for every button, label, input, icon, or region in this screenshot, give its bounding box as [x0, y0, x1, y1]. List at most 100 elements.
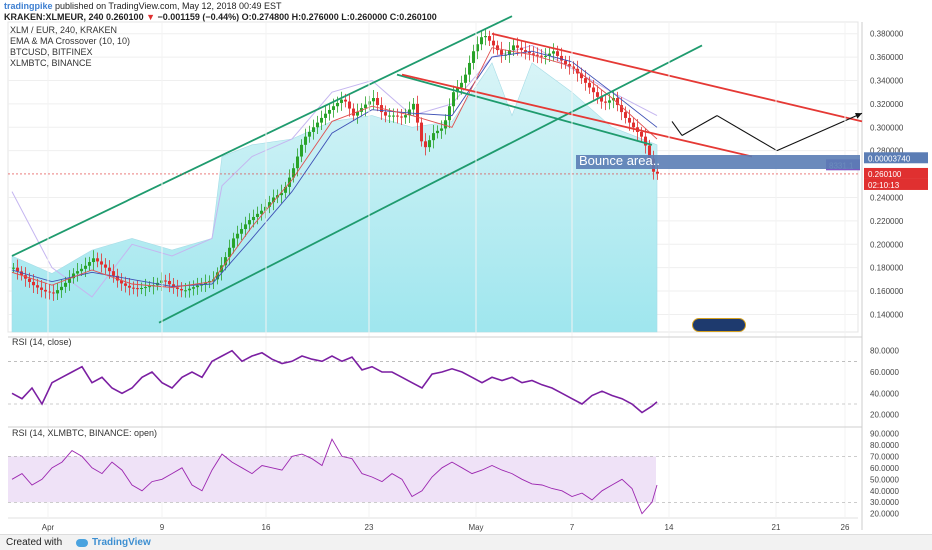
- candle-body: [564, 60, 567, 65]
- candle-body: [596, 92, 599, 97]
- candle-body: [396, 115, 399, 117]
- trendlines: [11, 15, 863, 324]
- candle: [364, 96, 367, 117]
- price-tag-last: 0.260100: [864, 167, 928, 179]
- candle: [624, 106, 627, 124]
- time-tick-label: 9: [160, 523, 165, 532]
- candle-body: [560, 55, 563, 61]
- candle-body: [632, 122, 635, 128]
- candle-body: [292, 168, 295, 178]
- author-name[interactable]: tradingpike: [4, 1, 53, 11]
- tradingview-brand[interactable]: TradingView: [92, 537, 151, 548]
- candle-body: [408, 109, 411, 116]
- candle-body: [12, 267, 15, 269]
- rsi-tick-label: 80.0000: [870, 347, 899, 356]
- candle: [180, 282, 183, 298]
- candle-body: [604, 101, 607, 103]
- candle-body: [144, 287, 147, 289]
- candle-body: [164, 280, 167, 282]
- candle-body: [544, 55, 547, 57]
- candle-body: [640, 131, 643, 137]
- candle: [428, 135, 431, 152]
- xlmbtc-area: [11, 62, 658, 333]
- candle-body: [244, 224, 247, 230]
- candle: [232, 232, 235, 254]
- candle: [292, 163, 295, 183]
- candle: [544, 48, 547, 65]
- candle: [596, 85, 599, 104]
- rsi-tick-label: 30.0000: [870, 498, 899, 507]
- candle-body: [432, 133, 435, 141]
- channel-mid-line: [396, 73, 653, 146]
- candle: [604, 94, 607, 111]
- candle: [48, 284, 51, 300]
- rsi2-title: RSI (14, XLMBTC, BINANCE: open): [12, 428, 158, 438]
- candle-body: [388, 115, 391, 117]
- candle-body: [72, 273, 75, 279]
- candle: [240, 222, 243, 240]
- candle-body: [176, 287, 179, 289]
- candle: [148, 281, 151, 292]
- candle: [456, 80, 459, 100]
- price-tag-blue-bg: [864, 152, 928, 164]
- candle: [488, 30, 491, 47]
- candle: [632, 117, 635, 133]
- price-tick-label: 0.340000: [870, 76, 904, 85]
- candle-body: [336, 102, 339, 107]
- candle-body: [60, 286, 63, 291]
- candle-body: [116, 275, 119, 281]
- candle-body: [320, 117, 323, 123]
- candle: [192, 280, 195, 296]
- candle-body: [188, 288, 191, 291]
- candle-body: [56, 290, 59, 294]
- candle-body: [536, 54, 539, 56]
- time-tick-label: 16: [262, 523, 271, 532]
- candle-body: [236, 233, 239, 239]
- ema-line: [11, 47, 658, 288]
- candle: [280, 184, 283, 204]
- rsi-tick-label: 20.0000: [870, 411, 899, 420]
- published-text: published on TradingView.com, May 12, 20…: [55, 1, 282, 11]
- price-tick-label: 0.140000: [870, 310, 904, 319]
- candle: [420, 117, 423, 147]
- candle-body: [620, 105, 623, 113]
- candle-body: [20, 271, 23, 276]
- rsi2-axis: 90.0000 80.0000 70.0000 60.0000 50.0000 40.00…: [870, 429, 899, 518]
- candle-body: [324, 113, 327, 118]
- rsi-panel: 80.0000 60.0000 40.0000 20.0000: [8, 336, 899, 420]
- down-arrow-icon: ▼: [146, 12, 156, 22]
- candle: [600, 89, 603, 109]
- price-tag-timer-bg: [864, 178, 928, 190]
- candle-body: [344, 99, 347, 102]
- candle-body: [580, 73, 583, 79]
- candle: [440, 120, 443, 139]
- time-tick-label: 21: [772, 523, 781, 532]
- candle: [436, 125, 439, 139]
- candle-body: [340, 99, 343, 103]
- candle: [132, 281, 135, 295]
- price-change: −0.001159 (−0.44%): [157, 12, 240, 22]
- candle: [616, 91, 619, 112]
- candle-body: [224, 257, 227, 266]
- candle-body: [420, 122, 423, 142]
- time-axis: Apr 9 16 23 May 7 14 21 26: [8, 22, 858, 532]
- ohlc-values: O:0.274800 H:0.276000 L:0.260000 C:0.260…: [241, 12, 437, 22]
- candle: [312, 119, 315, 140]
- candle: [136, 280, 139, 297]
- candle-body: [76, 271, 79, 274]
- price-tick-label: 0.160000: [870, 287, 904, 296]
- legend-xlmbtc: XLMBTC, BINANCE: [10, 58, 92, 68]
- candle-body: [16, 267, 19, 272]
- candle-body: [248, 220, 251, 225]
- rsi-xlmbtc-panel: 90.0000 80.0000 70.0000 60.0000 50.0000 40.00…: [8, 426, 899, 519]
- candle-body: [480, 37, 483, 45]
- candle-body: [256, 213, 259, 217]
- candle-body: [512, 45, 515, 51]
- candle: [44, 282, 47, 299]
- candle: [300, 139, 303, 163]
- candle: [92, 250, 95, 271]
- resistance-lower-line: [401, 73, 753, 158]
- bounce-area-label: Bounce area..: [579, 153, 660, 168]
- candle-body: [476, 44, 479, 52]
- candle-body: [120, 280, 123, 284]
